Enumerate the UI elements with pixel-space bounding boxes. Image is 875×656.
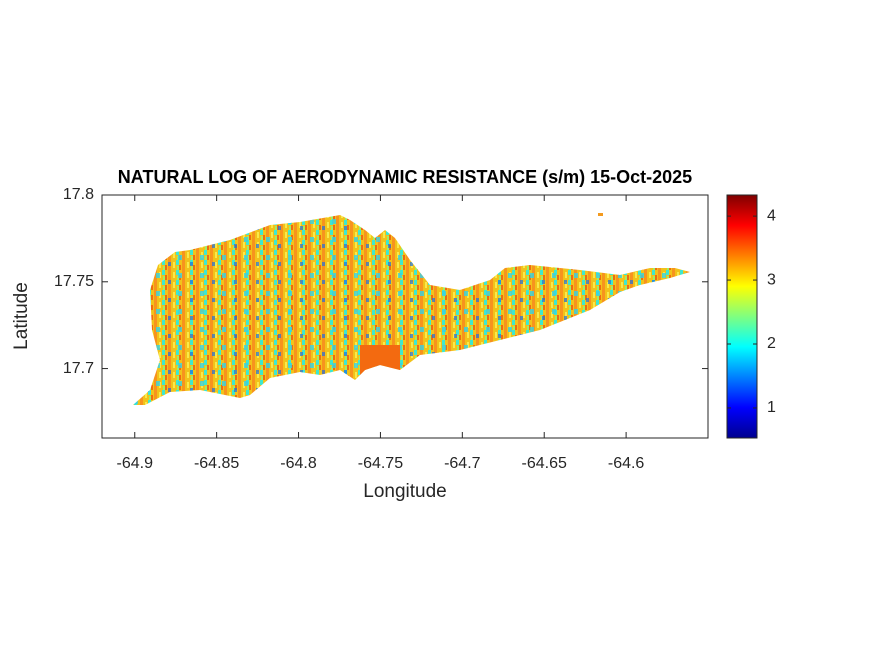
x-tick-label: -64.75 <box>358 455 403 472</box>
x-tick-label: -64.85 <box>194 455 239 472</box>
colorbar <box>726 194 758 439</box>
colorbar-tick-label: 2 <box>767 335 776 352</box>
x-tick-label: -64.6 <box>608 455 645 472</box>
y-tick-label: 17.8 <box>63 186 94 203</box>
colorbar-tick-label: 4 <box>767 207 776 224</box>
y-tick-label: 17.75 <box>54 273 94 290</box>
x-axis-label: Longitude <box>363 481 446 502</box>
y-tick-label: 17.7 <box>63 360 94 377</box>
colorbar-tick-label: 1 <box>767 399 776 416</box>
x-tick-label: -64.65 <box>522 455 567 472</box>
x-tick-label: -64.8 <box>280 455 317 472</box>
islet <box>598 213 603 216</box>
chart-title: NATURAL LOG OF AERODYNAMIC RESISTANCE (s… <box>118 167 692 187</box>
x-tick-label: -64.9 <box>117 455 154 472</box>
x-tick-label: -64.7 <box>444 455 481 472</box>
y-axis-label: Latitude <box>11 282 32 350</box>
colorbar-tick-label: 3 <box>767 271 776 288</box>
